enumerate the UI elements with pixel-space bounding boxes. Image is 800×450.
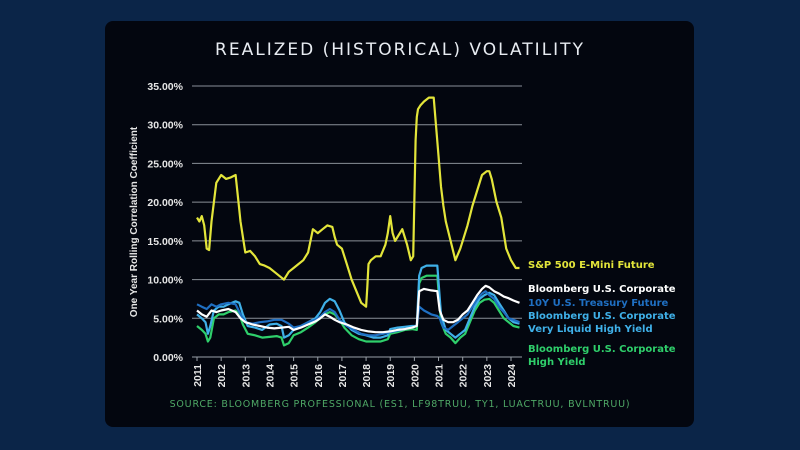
legend-entry-3: Bloomberg U.S. Corporate — [528, 311, 676, 322]
x-tick-label: 2018 — [361, 364, 373, 388]
x-tick-label: 2015 — [289, 364, 301, 388]
x-tick-label: 2011 — [192, 364, 204, 387]
chart-title: REALIZED (HISTORICAL) VOLATILITY — [215, 40, 585, 60]
legend-entry-0: S&P 500 E-Mini Future — [528, 260, 655, 271]
legend: S&P 500 E-Mini Future Bloomberg U.S. Corp… — [528, 260, 676, 368]
legend-entry-4: High Yield — [528, 357, 586, 368]
y-tick-label: 20.00% — [147, 197, 183, 209]
x-tick-label: 2016 — [313, 364, 325, 388]
series-lines — [196, 96, 520, 347]
legend-entry-2: 10Y U.S. Treasury Future — [528, 298, 669, 309]
x-tick-label: 2023 — [482, 364, 494, 388]
x-tick-label: 2013 — [240, 364, 252, 388]
x-axis: 2011 2012 2013 2014 2015 2016 2017 2018 2019 2020… — [192, 356, 522, 388]
x-tick-label: 2012 — [216, 364, 228, 388]
y-axis: 0.00% 5.00% 10.00% 15.00% 20.00% 25.00% 30.00%… — [147, 81, 183, 364]
x-tick-label: 2022 — [458, 364, 470, 388]
legend-entry-3: Very Liquid High Yield — [528, 324, 653, 335]
y-tick-label: 30.00% — [147, 120, 183, 132]
x-tick-label: 2014 — [264, 364, 276, 388]
x-tick-label: 2020 — [409, 364, 421, 388]
y-tick-label: 10.00% — [147, 275, 183, 287]
y-tick-label: 35.00% — [147, 81, 183, 93]
y-axis-title: One Year Rolling Correlation Coefficient — [129, 126, 140, 317]
x-tick-label: 2017 — [337, 364, 349, 388]
legend-entry-4: Bloomberg U.S. Corporate — [528, 344, 676, 355]
y-tick-label: 5.00% — [153, 313, 183, 325]
y-tick-label: 0.00% — [153, 352, 183, 364]
series-line-3 — [196, 264, 520, 339]
gridlines — [192, 85, 522, 319]
x-tick-label: 2019 — [385, 364, 397, 388]
legend-entry-1: Bloomberg U.S. Corporate — [528, 284, 676, 295]
y-tick-label: 15.00% — [147, 236, 183, 248]
series-line-1 — [196, 284, 520, 334]
source-note: SOURCE: BLOOMBERG PROFESSIONAL (ES1, LF9… — [169, 399, 631, 410]
series-line-0 — [196, 96, 520, 308]
x-tick-label: 2021 — [434, 364, 446, 388]
x-tick-label: 2024 — [506, 364, 518, 388]
y-tick-label: 25.00% — [147, 158, 183, 170]
